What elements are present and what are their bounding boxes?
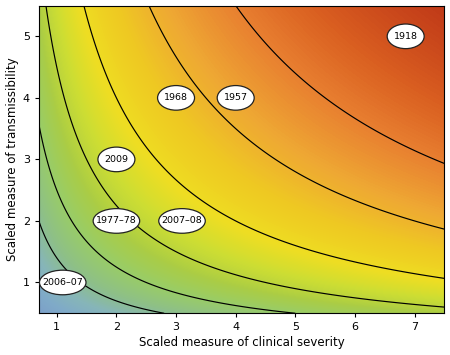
Ellipse shape (93, 209, 140, 233)
Ellipse shape (159, 209, 205, 233)
Text: 1918: 1918 (394, 32, 418, 41)
Ellipse shape (98, 147, 135, 172)
Text: 2007–08: 2007–08 (162, 217, 202, 225)
Y-axis label: Scaled measure of transmissibility: Scaled measure of transmissibility (5, 58, 18, 261)
Ellipse shape (387, 24, 424, 49)
Ellipse shape (217, 86, 254, 110)
Text: 2009: 2009 (104, 155, 128, 164)
Ellipse shape (40, 270, 86, 295)
Text: 2006–07: 2006–07 (42, 278, 83, 287)
Ellipse shape (158, 86, 194, 110)
Text: 1977–78: 1977–78 (96, 217, 137, 225)
X-axis label: Scaled measure of clinical severity: Scaled measure of clinical severity (139, 337, 345, 349)
Text: 1957: 1957 (224, 93, 248, 102)
Text: 1968: 1968 (164, 93, 188, 102)
